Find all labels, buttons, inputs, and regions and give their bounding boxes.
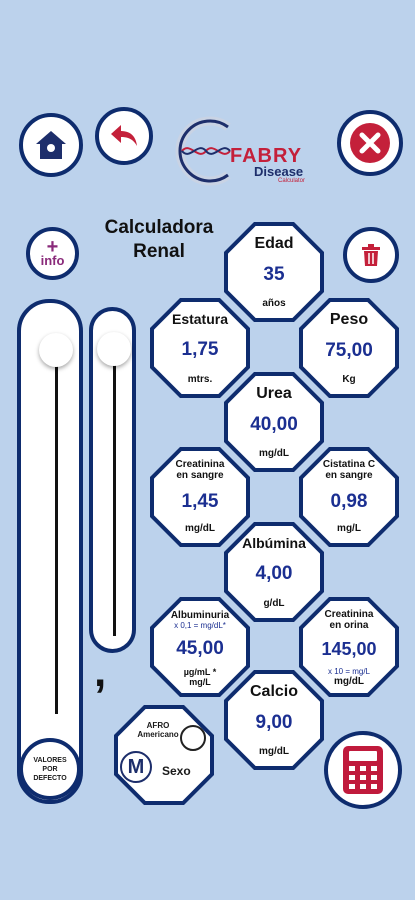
field-calcio[interactable]: Calcio 9,00 mg/dL: [224, 670, 324, 770]
albuminuria-label: Albuminuria: [170, 610, 230, 621]
afro-label: AFRO Americano: [130, 721, 186, 739]
calculator-icon: [343, 746, 383, 794]
back-arrow-icon: [111, 125, 137, 146]
decimal-slider-line: [113, 358, 116, 636]
creatinina-orina-hint: x 10 = mg/L: [327, 667, 371, 676]
cistatina-label: Cistatina C en sangre: [323, 459, 375, 481]
delete-button[interactable]: [343, 227, 399, 283]
field-creatinina-sangre[interactable]: Creatinina en sangre 1,45 mg/dL: [150, 447, 250, 547]
estatura-value: 1,75: [181, 339, 219, 360]
calcio-unit: mg/dL: [259, 746, 289, 757]
creatinina-sangre-value: 1,45: [181, 491, 219, 512]
logo-sub-text: Disease: [254, 164, 304, 179]
info-plus-icon: +: [46, 235, 59, 258]
calcio-value: 9,00: [255, 712, 293, 733]
albumina-label: Albúmina: [242, 535, 306, 551]
cistatina-value: 0,98: [330, 491, 368, 512]
field-urea[interactable]: Urea 40,00 mg/dL: [224, 372, 324, 472]
albuminuria-unit1: µg/mL *: [183, 667, 217, 677]
albumina-unit: g/dL: [263, 598, 285, 609]
sex-label: Sexo: [162, 764, 191, 778]
fabry-logo: FABRY Disease Calculator: [168, 115, 328, 187]
field-creatinina-orina[interactable]: Creatinina en orina 145,00 x 10 = mg/L m…: [299, 597, 399, 697]
albuminuria-unit2: mg/L: [189, 677, 211, 687]
logo-small-text: Calculator: [278, 178, 306, 184]
creatinina-orina-label: Creatinina en orina: [325, 609, 374, 631]
albuminuria-label-group: Albuminuria x 0,1 = mg/dL*: [171, 610, 229, 630]
info-button[interactable]: + info: [26, 227, 79, 280]
albuminuria-unit-group: µg/mL * mg/L: [184, 667, 217, 687]
creatinina-orina-unit-group: x 10 = mg/L mg/dL: [328, 667, 370, 687]
creatinina-sangre-unit: mg/dL: [185, 523, 215, 534]
estatura-label: Estatura: [171, 311, 229, 327]
albuminuria-hint: x 0,1 = mg/dL*: [174, 621, 226, 630]
field-cistatina[interactable]: Cistatina C en sangre 0,98 mg/L: [299, 447, 399, 547]
albuminuria-value: 45,00: [176, 637, 224, 659]
albumina-value: 4,00: [255, 563, 293, 584]
creatinina-orina-unit: mg/dL: [334, 676, 364, 687]
afro-toggle[interactable]: [180, 725, 206, 751]
afro-label-line2: Americano: [137, 730, 179, 739]
sex-value: M: [127, 755, 145, 778]
estatura-unit: mtrs.: [187, 374, 213, 385]
peso-label: Peso: [329, 311, 369, 328]
sex-selector: AFRO Americano M Sexo: [114, 705, 214, 805]
creatinina-sangre-label: Creatinina en sangre: [176, 459, 225, 481]
calcio-label: Calcio: [249, 683, 298, 700]
logo-main-text: FABRY: [230, 145, 303, 167]
default-values-line1: VALORES: [33, 756, 67, 764]
creatinina-orina-value: 145,00: [321, 638, 377, 659]
cistatina-label-line1: Cistatina C: [322, 459, 376, 470]
default-values-button[interactable]: VALORES POR DEFECTO: [19, 738, 81, 800]
urea-unit: mg/dL: [259, 448, 289, 459]
main-slider-line: [55, 360, 58, 714]
creatinina-orina-label-line2: en orina: [329, 620, 369, 631]
field-estatura[interactable]: Estatura 1,75 mtrs.: [150, 298, 250, 398]
page-title: Calculadora Renal: [88, 216, 230, 264]
field-peso[interactable]: Peso 75,00 Kg: [299, 298, 399, 398]
info-label: info: [40, 252, 65, 268]
home-button[interactable]: [19, 113, 83, 177]
urea-value: 40,00: [250, 414, 298, 435]
title-line2: Renal: [133, 241, 185, 262]
afro-label-line1: AFRO: [146, 721, 170, 730]
edad-unit: años: [262, 298, 286, 309]
sex-toggle[interactable]: M: [120, 751, 152, 783]
trash-icon: [362, 244, 380, 266]
default-values-line2: POR: [42, 765, 58, 773]
creatinina-sangre-label-line2: en sangre: [176, 470, 224, 481]
home-icon: [36, 131, 66, 159]
calculate-button[interactable]: [324, 731, 402, 809]
edad-value: 35: [263, 264, 285, 285]
peso-value: 75,00: [325, 340, 373, 361]
back-button[interactable]: [95, 107, 153, 165]
default-values-line3: DEFECTO: [33, 774, 67, 782]
edad-label: Edad: [254, 235, 294, 252]
close-icon: [350, 123, 390, 163]
cistatina-unit: mg/L: [337, 523, 361, 534]
urea-label: Urea: [256, 385, 292, 402]
field-edad[interactable]: Edad 35 años: [224, 222, 324, 322]
field-albuminuria[interactable]: Albuminuria x 0,1 = mg/dL* 45,00 µg/mL *…: [150, 597, 250, 697]
main-slider-knob[interactable]: [39, 333, 73, 367]
dna-logo-icon: [175, 116, 231, 186]
title-line1: Calculadora: [104, 217, 214, 238]
close-button[interactable]: [337, 110, 403, 176]
main-slider[interactable]: [17, 299, 83, 804]
cistatina-label-line2: en sangre: [325, 470, 373, 481]
creatinina-orina-label-line1: Creatinina: [324, 609, 374, 620]
decimal-separator-label: ,: [94, 647, 107, 696]
creatinina-sangre-label-line1: Creatinina: [175, 459, 225, 470]
decimal-slider-knob[interactable]: [97, 332, 131, 366]
field-albumina[interactable]: Albúmina 4,00 g/dL: [224, 522, 324, 622]
peso-unit: Kg: [342, 374, 356, 385]
